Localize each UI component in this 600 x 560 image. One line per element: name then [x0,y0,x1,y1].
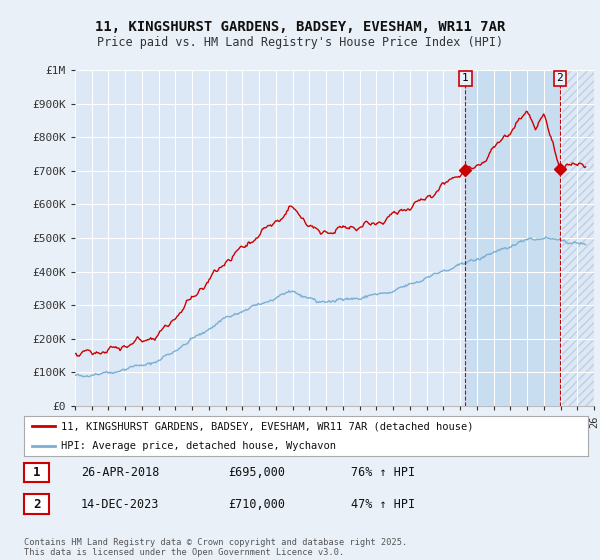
Text: 47% ↑ HPI: 47% ↑ HPI [351,497,415,511]
Text: 2: 2 [556,73,563,83]
Text: 1: 1 [462,73,469,83]
Text: 2: 2 [33,497,40,511]
Bar [466,70,560,406]
Text: 11, KINGSHURST GARDENS, BADSEY, EVESHAM, WR11 7AR (detached house): 11, KINGSHURST GARDENS, BADSEY, EVESHAM,… [61,421,473,431]
Text: £710,000: £710,000 [228,497,285,511]
Bar [560,70,594,406]
Text: 1: 1 [33,465,40,479]
Text: £695,000: £695,000 [228,465,285,479]
Text: 11, KINGSHURST GARDENS, BADSEY, EVESHAM, WR11 7AR: 11, KINGSHURST GARDENS, BADSEY, EVESHAM,… [95,20,505,34]
Text: 14-DEC-2023: 14-DEC-2023 [81,497,160,511]
Text: 76% ↑ HPI: 76% ↑ HPI [351,465,415,479]
Text: 26-APR-2018: 26-APR-2018 [81,465,160,479]
Text: HPI: Average price, detached house, Wychavon: HPI: Average price, detached house, Wych… [61,441,335,451]
Text: Contains HM Land Registry data © Crown copyright and database right 2025.
This d: Contains HM Land Registry data © Crown c… [24,538,407,557]
Text: Price paid vs. HM Land Registry's House Price Index (HPI): Price paid vs. HM Land Registry's House … [97,36,503,49]
